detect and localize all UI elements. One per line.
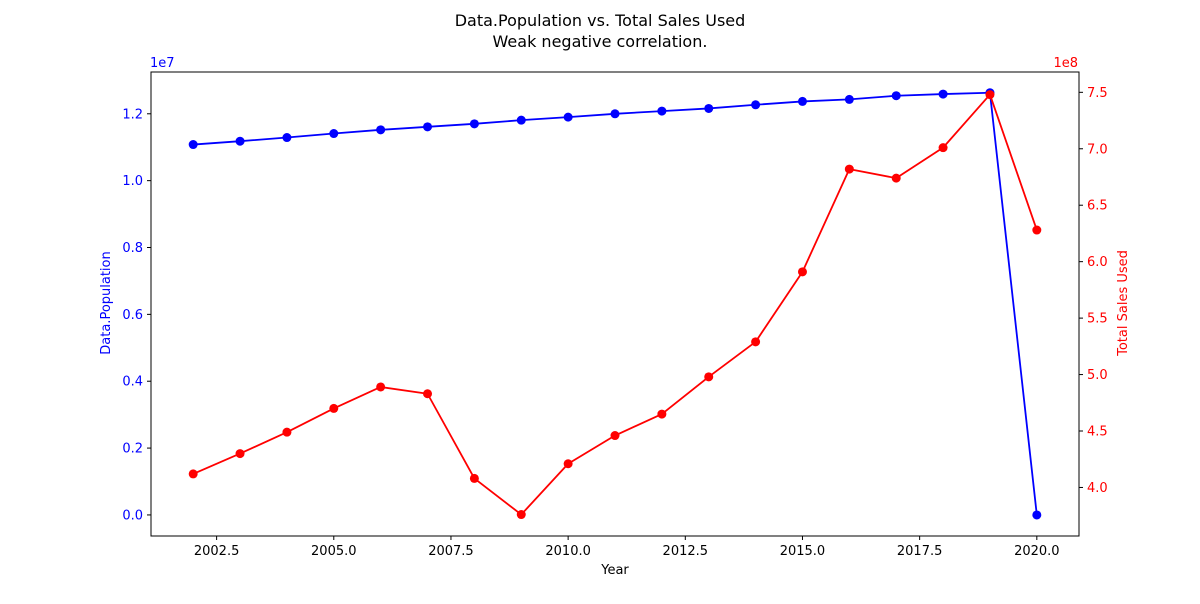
sales-data-point — [610, 431, 620, 441]
sales-data-point — [188, 469, 198, 479]
sales-data-point — [797, 267, 807, 277]
population-data-point — [469, 119, 479, 129]
chart-title: Data.Population vs. Total Sales Used — [455, 11, 746, 30]
x-tick-label: 2015.0 — [780, 544, 826, 559]
sales-data-point — [657, 409, 667, 419]
population-data-point — [844, 94, 854, 104]
right-y-tick-label: 6.5 — [1087, 199, 1108, 214]
x-tick-label: 2017.5 — [897, 544, 943, 559]
sales-data-point — [891, 173, 901, 183]
chart-subtitle: Weak negative correlation. — [493, 32, 708, 51]
x-tick-label: 2007.5 — [428, 544, 474, 559]
x-tick-label: 2002.5 — [194, 544, 240, 559]
right-y-tick-label: 6.0 — [1087, 255, 1108, 270]
left-y-tick-label: 0.2 — [122, 442, 143, 457]
population-data-point — [376, 125, 386, 135]
population-data-point — [188, 140, 198, 150]
right-axis-label: Total Sales Used — [1116, 250, 1131, 357]
sales-series-line — [192, 93, 1038, 516]
right-y-tick-label: 7.0 — [1087, 142, 1108, 157]
x-tick-label: 2005.0 — [311, 544, 357, 559]
left-y-tick-label: 0.6 — [122, 308, 143, 323]
sales-data-point — [704, 372, 714, 382]
sales-data-point — [516, 510, 526, 520]
right-y-tick-label: 5.5 — [1087, 312, 1108, 327]
sales-data-point — [376, 382, 386, 392]
left-y-tick-label: 1.0 — [122, 174, 143, 189]
right-y-tick-label: 4.5 — [1087, 425, 1108, 440]
sales-data-point — [844, 164, 854, 174]
x-tick-label: 2010.0 — [545, 544, 591, 559]
right-axis-offset-label: 1e8 — [1053, 56, 1078, 71]
sales-data-point — [985, 90, 995, 100]
left-y-tick-label: 0.4 — [122, 375, 143, 390]
population-data-point — [938, 89, 948, 99]
population-data-point — [1032, 510, 1042, 520]
right-y-tick-label: 4.0 — [1087, 481, 1108, 496]
sales-data-point — [1032, 225, 1042, 235]
x-axis-label: Year — [600, 563, 629, 578]
x-tick-label: 2020.0 — [1014, 544, 1060, 559]
sales-data-point — [329, 403, 339, 413]
right-y-tick-label: 7.5 — [1087, 86, 1108, 101]
population-data-point — [563, 112, 573, 122]
sales-data-point — [282, 427, 292, 437]
population-data-point — [751, 100, 761, 110]
sales-data-point — [563, 459, 573, 469]
left-y-tick-label: 1.2 — [122, 107, 143, 122]
left-axis-label: Data.Population — [99, 251, 114, 354]
population-data-point — [423, 122, 433, 132]
sales-data-point — [751, 337, 761, 347]
population-data-point — [282, 133, 292, 143]
left-y-tick-label: 0.8 — [122, 241, 143, 256]
population-data-point — [235, 136, 245, 146]
sales-data-point — [423, 389, 433, 399]
population-series-line — [193, 91, 1038, 516]
right-y-tick-label: 5.0 — [1087, 368, 1108, 383]
population-data-point — [704, 103, 714, 113]
population-data-point — [329, 129, 339, 139]
plot-frame — [150, 71, 1080, 537]
left-y-tick-label: 0.0 — [122, 508, 143, 523]
population-data-point — [657, 106, 667, 116]
population-data-point — [610, 109, 620, 119]
population-data-point — [797, 96, 807, 106]
plot-area: 2002.5 2005.0 2007.5 2010.0 2012.5 2015.0 2017… — [122, 71, 1108, 559]
sales-data-point — [469, 473, 479, 483]
x-tick-label: 2012.5 — [663, 544, 709, 559]
sales-data-point — [938, 143, 948, 153]
sales-data-point — [235, 449, 245, 459]
population-data-point — [516, 115, 526, 125]
left-axis-offset-label: 1e7 — [150, 56, 175, 71]
population-data-point — [891, 91, 901, 101]
